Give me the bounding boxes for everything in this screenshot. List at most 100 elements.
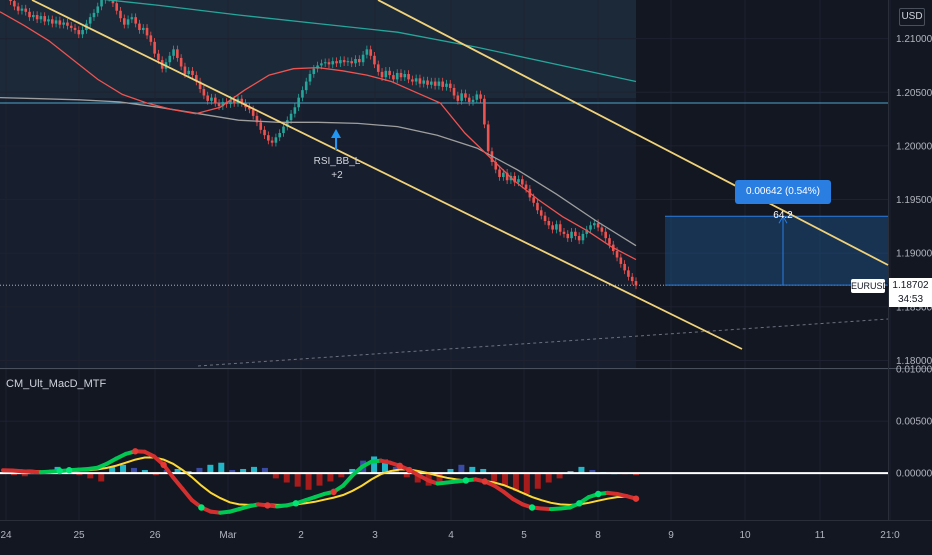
macd-cross-dot-31 xyxy=(293,500,299,506)
ema-band-shade xyxy=(0,0,636,98)
candle-body-16 xyxy=(62,23,65,25)
candle-body-148 xyxy=(563,232,566,234)
candle-body-23 xyxy=(89,17,92,23)
candle-body-37 xyxy=(142,28,145,30)
candle-body-32 xyxy=(123,18,126,24)
candle-body-116 xyxy=(441,82,444,87)
candle-body-142 xyxy=(540,210,543,215)
candle-body-93 xyxy=(354,59,357,63)
macd-hist-bar-11 xyxy=(120,465,126,473)
macd-cross-dot-17 xyxy=(160,462,166,468)
candle-body-24 xyxy=(93,13,96,17)
candle-body-124 xyxy=(472,100,475,102)
candle-body-114 xyxy=(434,82,437,86)
candle-body-132 xyxy=(502,173,505,177)
candle-body-156 xyxy=(593,223,596,225)
macd-cross-dot-21 xyxy=(198,504,204,510)
candle-body-76 xyxy=(290,114,293,120)
candle-body-4 xyxy=(17,6,20,10)
candle-body-138 xyxy=(525,185,528,189)
time-tick-label: 3 xyxy=(372,530,378,541)
candle-body-2 xyxy=(9,0,12,1)
candle-body-157 xyxy=(597,223,600,227)
time-tick-label: 9 xyxy=(668,530,674,541)
macd-hist-bar-42 xyxy=(458,465,464,473)
candle-body-10 xyxy=(40,16,43,19)
candle-body-40 xyxy=(153,42,156,54)
candle-body-78 xyxy=(297,98,300,108)
candle-body-74 xyxy=(282,127,285,133)
candle-body-13 xyxy=(51,19,54,23)
macd-hist-bar-45 xyxy=(491,473,497,481)
candle-body-158 xyxy=(601,227,604,231)
candle-body-31 xyxy=(119,11,122,19)
time-tick-label: 8 xyxy=(595,530,601,541)
candle-body-136 xyxy=(517,179,520,182)
candle-body-101 xyxy=(385,71,388,77)
macd-tick-label: 0.01000 xyxy=(896,365,932,376)
candle-body-35 xyxy=(134,17,137,23)
time-tick-label: 24 xyxy=(0,530,12,541)
candle-body-86 xyxy=(328,62,331,64)
indicator-title[interactable]: CM_Ult_MacD_MTF xyxy=(6,378,106,390)
currency-button[interactable]: USD xyxy=(899,8,925,26)
candle-body-152 xyxy=(578,236,581,240)
candle-body-18 xyxy=(70,26,73,28)
macd-cross-dot-28 xyxy=(264,502,270,508)
candle-body-9 xyxy=(36,15,39,19)
candle-body-160 xyxy=(608,238,611,244)
candle-body-137 xyxy=(521,179,524,184)
time-tick-label: 26 xyxy=(149,530,161,541)
candle-body-11 xyxy=(43,16,46,21)
candle-body-36 xyxy=(138,24,141,30)
candle-body-41 xyxy=(157,54,160,60)
candle-body-150 xyxy=(570,232,573,238)
candle-body-53 xyxy=(203,89,206,95)
bar-countdown-tag: 34:53 xyxy=(889,293,932,307)
candle-body-12 xyxy=(47,19,50,21)
signal-label: RSI_BB_L +2 xyxy=(312,155,362,183)
candle-body-98 xyxy=(373,56,376,65)
candle-body-111 xyxy=(422,80,425,83)
candle-body-6 xyxy=(24,9,27,12)
candle-body-21 xyxy=(81,30,84,34)
candle-body-97 xyxy=(369,49,372,55)
candle-body-72 xyxy=(275,137,278,142)
last-price-tag: 1.18702 xyxy=(889,278,932,293)
candle-body-109 xyxy=(415,78,418,81)
candle-body-87 xyxy=(331,61,334,64)
time-tick-label: 11 xyxy=(815,530,826,541)
candle-body-121 xyxy=(460,93,463,101)
candle-body-94 xyxy=(358,59,361,62)
measure-label: 0.00642 (0.54%) 64.2 xyxy=(735,180,831,204)
candle-body-73 xyxy=(278,133,281,137)
macd-cross-dot-35 xyxy=(330,489,336,495)
candle-body-113 xyxy=(430,82,433,85)
candle-body-81 xyxy=(309,74,312,82)
macd-hist-bar-29 xyxy=(317,473,323,485)
candle-body-30 xyxy=(115,3,118,11)
candle-body-70 xyxy=(267,135,270,140)
price-tick-label: 1.20000 xyxy=(896,141,932,152)
candle-body-88 xyxy=(335,61,338,63)
candle-body-34 xyxy=(131,17,134,19)
candle-body-7 xyxy=(28,12,31,17)
candle-body-19 xyxy=(74,28,77,30)
candle-body-155 xyxy=(589,225,592,229)
candle-body-100 xyxy=(381,72,384,77)
macd-hist-bar-50 xyxy=(546,473,552,482)
candle-body-140 xyxy=(532,197,535,202)
candle-body-39 xyxy=(150,35,153,41)
macd-hist-bar-28 xyxy=(306,473,312,490)
candle-body-103 xyxy=(392,75,395,79)
candle-body-95 xyxy=(362,55,365,63)
macd-hist-bar-26 xyxy=(284,473,290,482)
candle-body-85 xyxy=(324,62,327,63)
candle-body-151 xyxy=(574,232,577,236)
candle-body-162 xyxy=(616,251,619,257)
candle-body-57 xyxy=(218,103,221,106)
time-tick-label: Mar xyxy=(219,530,237,541)
candle-body-104 xyxy=(396,73,399,79)
